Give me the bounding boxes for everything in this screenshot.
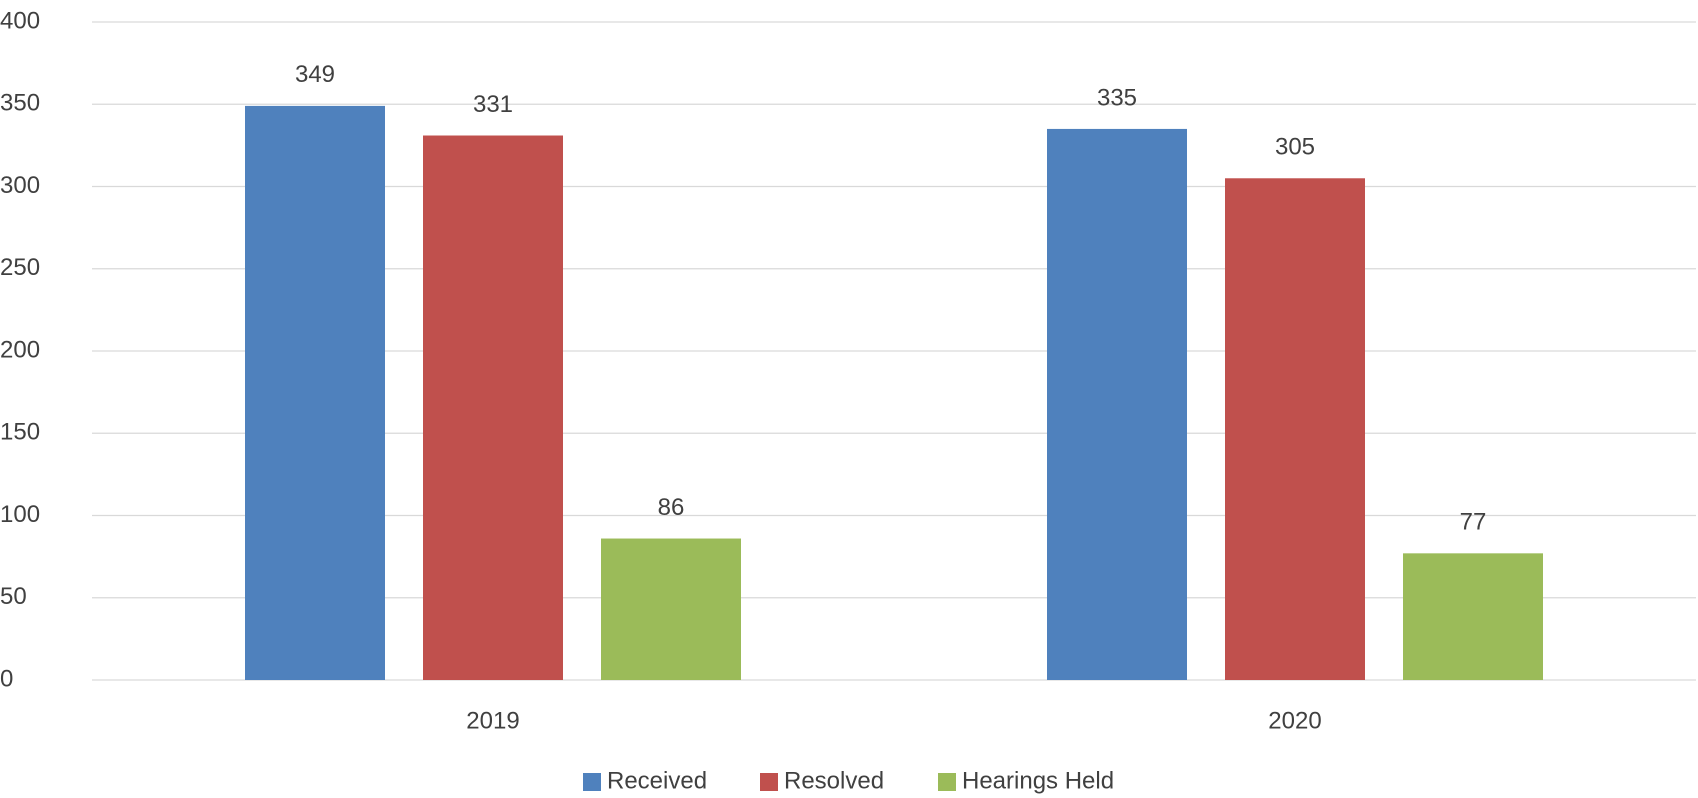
legend-swatch	[938, 773, 956, 791]
x-tick-label: 2020	[1268, 707, 1321, 734]
bar	[1225, 178, 1365, 680]
data-label: 305	[1275, 134, 1315, 161]
x-tick-label: 2019	[466, 707, 519, 734]
legend-swatch	[583, 773, 601, 791]
legend-label: Resolved	[784, 767, 884, 794]
bar	[423, 135, 563, 680]
data-label: 86	[658, 494, 685, 521]
y-tick-label: 250	[0, 254, 40, 281]
y-tick-label: 0	[0, 665, 13, 692]
y-tick-label: 150	[0, 419, 40, 446]
y-tick-label: 100	[0, 501, 40, 528]
data-label: 349	[295, 61, 335, 88]
y-tick-label: 300	[0, 172, 40, 199]
legend-label: Hearings Held	[962, 767, 1114, 794]
bar	[1047, 128, 1187, 681]
y-tick-label: 400	[0, 7, 40, 34]
data-label: 77	[1460, 509, 1487, 536]
y-tick-label: 350	[0, 90, 40, 117]
legend-swatch	[760, 773, 778, 791]
data-label: 331	[473, 91, 513, 118]
y-tick-label: 50	[0, 583, 27, 610]
bar	[1403, 553, 1543, 680]
bar	[245, 105, 385, 680]
legend-label: Received	[607, 767, 707, 794]
bar	[601, 538, 741, 680]
data-label: 335	[1097, 84, 1137, 111]
y-tick-label: 200	[0, 336, 40, 363]
